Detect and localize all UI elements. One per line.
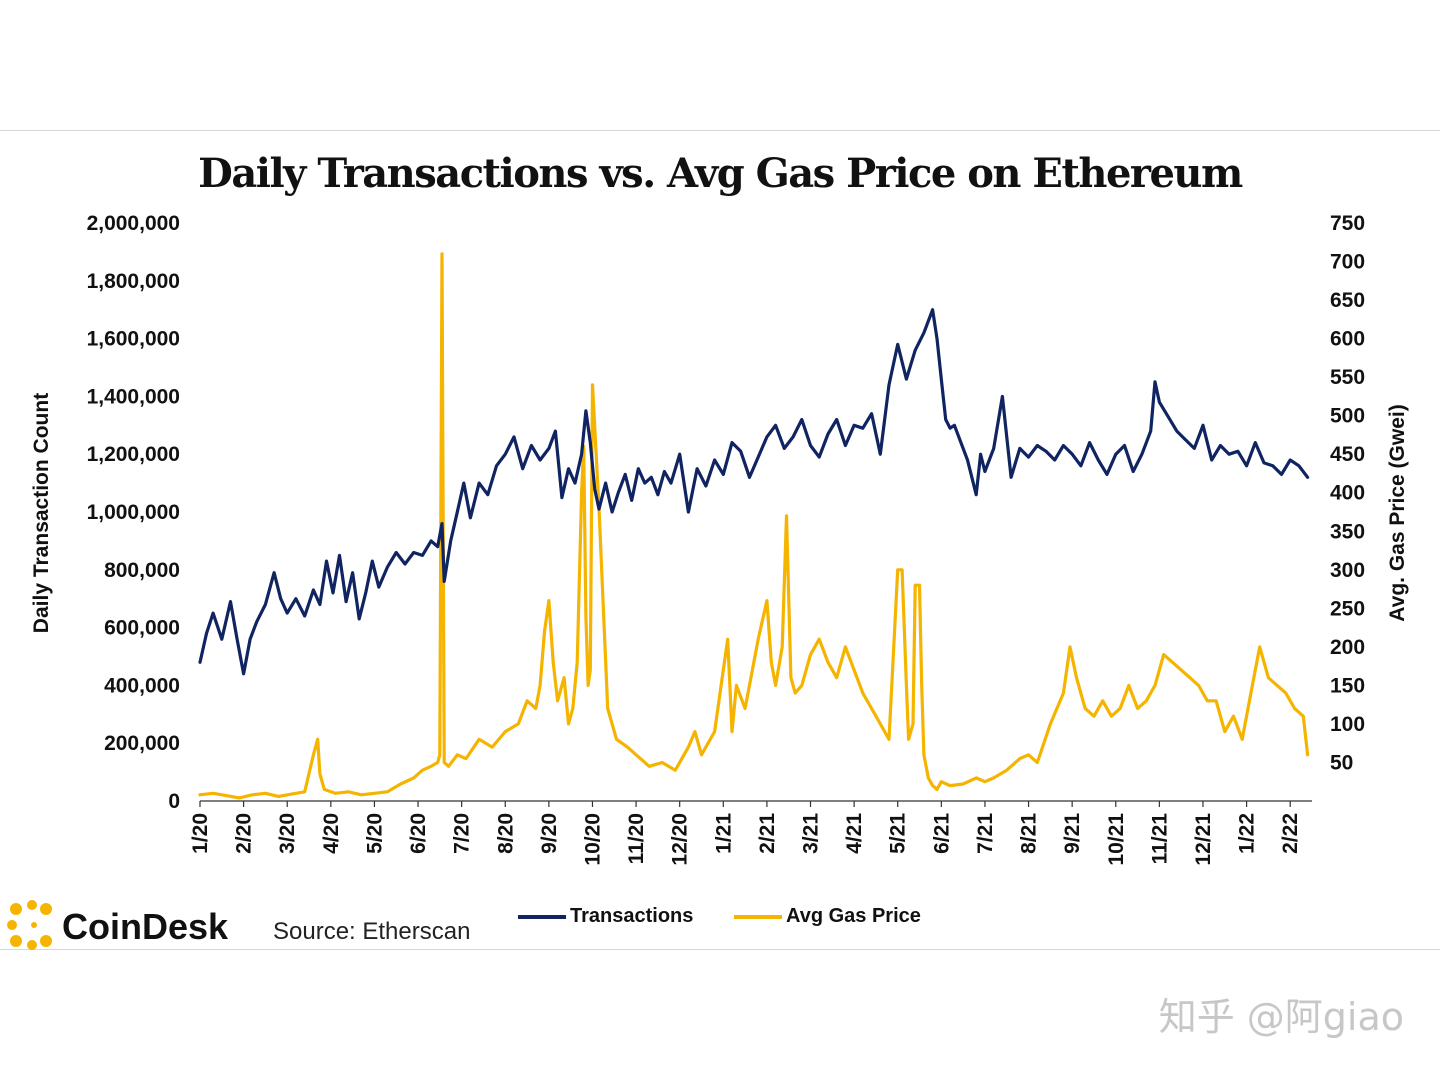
right-tick-label: 250 [1330,597,1365,620]
right-axis-ticks: 50 100 150 200 250 300 350 400 450 500 550 600 650 70… [1330,212,1365,774]
coindesk-logo-icon [7,900,52,950]
x-axis-ticks: 1/20 2/20 3/20 4/20 5/20 6/20 7/20 8/20 9/20 10/2… [189,801,1302,866]
x-tick-label: 1/22 [1236,813,1259,854]
x-tick-label: 3/21 [800,813,823,854]
left-tick-label: 1,800,000 [87,270,180,293]
right-tick-label: 100 [1330,713,1365,736]
gas-price-line [198,252,1310,800]
left-tick-label: 400,000 [104,674,180,697]
x-tick-label: 1/20 [189,813,212,854]
right-tick-label: 700 [1330,251,1365,274]
right-tick-label: 550 [1330,366,1365,389]
x-tick-label: 8/20 [494,813,517,854]
coindesk-logo: CoinDesk Source: Etherscan [7,900,470,950]
chart-frame: Daily Transactions vs. Avg Gas Price on … [0,130,1440,950]
x-tick-label: 10/21 [1105,813,1128,866]
right-axis-title: Avg. Gas Price (Gwei) [1386,404,1409,621]
right-tick-label: 600 [1330,328,1365,351]
x-tick-label: 5/21 [887,813,910,854]
right-tick-label: 400 [1330,482,1365,505]
legend: Transactions Avg Gas Price [518,905,921,927]
x-tick-label: 7/20 [451,813,474,854]
x-tick-label: 2/20 [233,813,256,854]
x-tick-label: 12/20 [669,813,692,866]
x-tick-label: 6/20 [407,813,430,854]
legend-label-transactions: Transactions [570,905,693,927]
x-tick-label: 7/21 [974,813,997,854]
left-tick-label: 0 [168,790,180,813]
right-tick-label: 300 [1330,559,1365,582]
x-tick-label: 10/20 [581,813,604,866]
chart-svg: Daily Transactions vs. Avg Gas Price on … [7,150,1409,950]
left-axis-title: Daily Transaction Count [30,393,53,633]
transactions-line [198,308,1310,676]
x-tick-label: 4/20 [320,813,343,854]
left-tick-label: 600,000 [104,617,180,640]
source-label: Source: Etherscan [273,918,470,945]
right-tick-label: 200 [1330,636,1365,659]
chart-title: Daily Transactions vs. Avg Gas Price on … [198,150,1243,197]
x-tick-label: 5/20 [363,813,386,854]
x-tick-label: 3/20 [276,813,299,854]
legend-label-gas: Avg Gas Price [786,905,921,927]
left-axis-ticks: 0 200,000 400,000 600,000 800,000 1,000,000 1,… [87,212,180,813]
x-tick-label: 4/21 [843,813,866,854]
x-tick-label: 11/20 [625,813,648,864]
x-tick-label: 9/21 [1061,813,1084,854]
right-tick-label: 50 [1330,751,1353,774]
left-tick-label: 200,000 [104,732,180,755]
x-tick-label: 8/21 [1018,813,1041,854]
right-tick-label: 650 [1330,289,1365,312]
x-tick-label: 2/22 [1279,813,1302,854]
left-tick-label: 2,000,000 [87,212,180,235]
x-tick-label: 9/20 [538,813,561,854]
brand-name: CoinDesk [62,906,229,947]
watermark: 知乎 @阿giao [1159,995,1404,1039]
right-tick-label: 350 [1330,520,1365,543]
left-tick-label: 1,400,000 [87,385,180,408]
right-tick-label: 450 [1330,443,1365,466]
x-tick-label: 6/21 [930,813,953,854]
x-tick-label: 1/21 [712,813,735,854]
x-tick-label: 2/21 [756,813,779,854]
left-tick-label: 800,000 [104,559,180,582]
right-tick-label: 750 [1330,212,1365,235]
series-layer [198,252,1310,800]
right-tick-label: 500 [1330,405,1365,428]
left-tick-label: 1,000,000 [87,501,180,524]
left-tick-label: 1,600,000 [87,328,180,351]
x-tick-label: 12/21 [1192,813,1215,866]
x-tick-label: 11/21 [1148,813,1171,865]
left-tick-label: 1,200,000 [87,443,180,466]
right-tick-label: 150 [1330,674,1365,697]
